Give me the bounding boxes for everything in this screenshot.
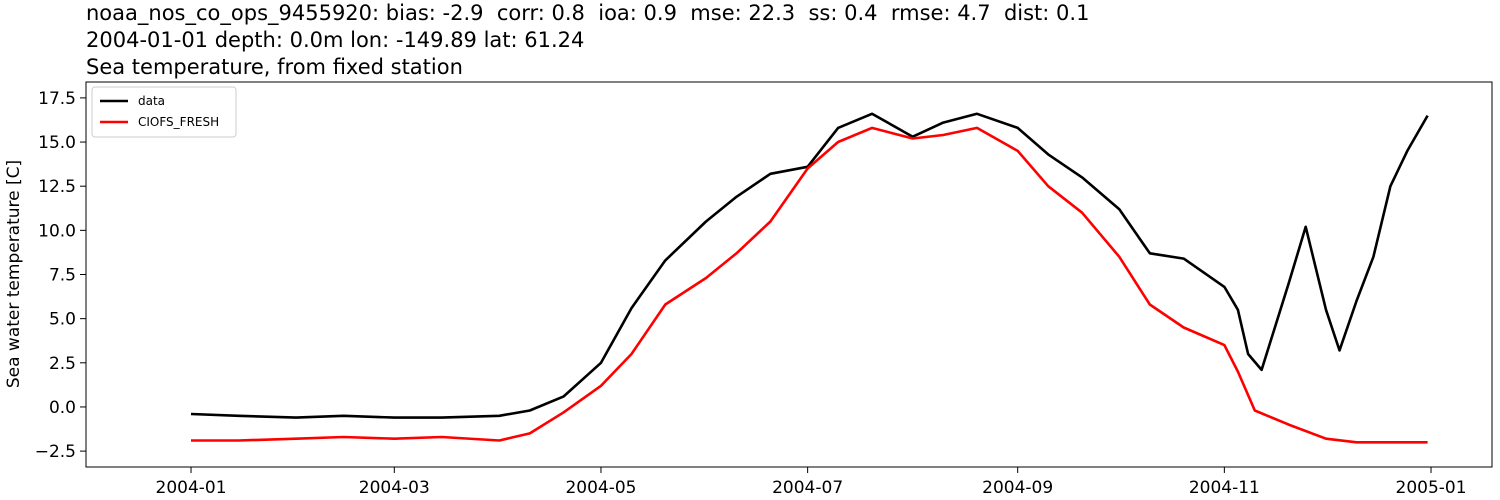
y-tick-label: 12.5 (38, 177, 76, 197)
y-tick-label: 15.0 (38, 133, 76, 153)
legend: data CIOFS_FRESH (91, 86, 237, 138)
y-axis-label: Sea water temperature [C] (4, 160, 24, 388)
legend-label: CIOFS_FRESH (138, 115, 219, 129)
x-tick-label: 2004-03 (359, 478, 430, 498)
y-tick-label: 2.5 (49, 354, 76, 374)
y-tick-label: 17.5 (38, 89, 76, 109)
chart-title-line-1: noaa_nos_co_ops_9455920: bias: -2.9 corr… (86, 1, 1090, 25)
series-line-data (190, 112, 1429, 419)
legend-box (91, 86, 237, 138)
x-tick-label: 2004-05 (565, 478, 636, 498)
chart-title-line-2: 2004-01-01 depth: 0.0m lon: -149.89 lat:… (86, 28, 585, 52)
y-axis: −2.5 0.0 2.5 5.0 7.5 10.0 12.5 15.0 17.5 (35, 89, 86, 462)
x-tick-label: 2005-01 (1396, 478, 1467, 498)
x-tick-label: 2004-07 (772, 478, 843, 498)
legend-label: data (138, 94, 165, 108)
y-tick-label: 0.0 (49, 398, 76, 418)
y-tick-label: −2.5 (35, 442, 76, 462)
y-tick-label: 5.0 (49, 310, 76, 330)
x-tick-label: 2004-01 (156, 478, 227, 498)
x-axis: 2004-01 2004-03 2004-05 2004-07 2004-09 2004-… (156, 467, 1467, 498)
x-tick-label: 2004-11 (1189, 478, 1260, 498)
chart-title-line-3: Sea temperature, from fixed station (86, 55, 463, 79)
y-tick-label: 10.0 (38, 221, 76, 241)
y-tick-label: 7.5 (49, 266, 76, 286)
series-layer (190, 112, 1429, 444)
x-tick-label: 2004-09 (982, 478, 1053, 498)
plot-frame (85, 81, 1493, 468)
series-line-ciofs-fresh (191, 126, 1428, 444)
